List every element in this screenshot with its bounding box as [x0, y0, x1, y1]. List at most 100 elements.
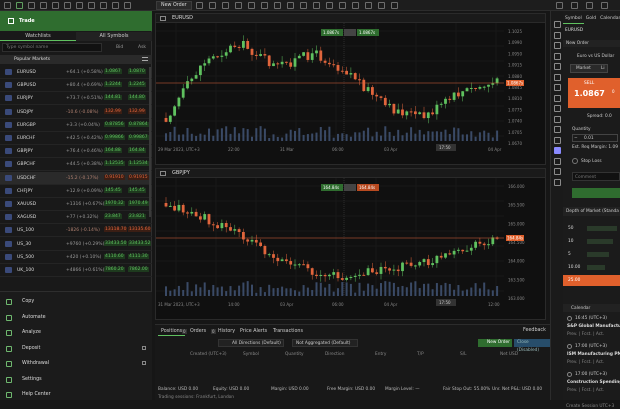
calendar-header[interactable]: Calendar	[563, 304, 620, 312]
brush-icon[interactable]	[554, 115, 561, 123]
bell-icon[interactable]	[52, 2, 59, 9]
bid-price[interactable]: 1.12535	[104, 161, 125, 167]
watchlist-row[interactable]: GBPCHF +44.5 (+0.38%) 1.12535 1.12534	[0, 158, 152, 172]
right-tab-symbol[interactable]: Symbol	[563, 14, 584, 24]
ask-price[interactable]: 144.80	[128, 95, 146, 101]
chart-window-icon[interactable]	[160, 16, 166, 21]
eye-icon[interactable]	[554, 168, 561, 175]
limit-tab[interactable]: Li	[601, 66, 605, 71]
candlestick-chart[interactable]: 166.000 165.500 165.000 164.500 164.000 163.5…	[156, 178, 545, 319]
event-title[interactable]: ISM Manufacturing PMI	[567, 352, 620, 357]
feedback-link[interactable]: Feedback	[523, 328, 546, 333]
right-tab-gold[interactable]: Gold	[585, 16, 597, 21]
channel-icon[interactable]	[554, 73, 561, 81]
watchlist-scrollbar[interactable]	[149, 67, 151, 217]
cursor-icon[interactable]	[196, 2, 203, 9]
watchlist-row[interactable]: CHFJPY +12.9 (+0.09%) 145.45 145.45	[0, 185, 152, 198]
place-order-button[interactable]	[572, 188, 620, 198]
buy-tag[interactable]	[357, 184, 379, 191]
direction-filter[interactable]: All Directions (Default)	[218, 339, 284, 347]
quantity-tag[interactable]	[344, 29, 356, 36]
bid-price[interactable]: 1970.32	[104, 201, 125, 206]
brush-icon[interactable]	[274, 2, 281, 9]
watchlist-row[interactable]: GBPJPY +76.4 (+0.46%) 164.88 164.84	[0, 145, 152, 159]
watchlist-row[interactable]: US_500 +420 (+0.10%) 4110.60 4111.30	[0, 251, 152, 264]
right-tab-calendar[interactable]: Calendar	[600, 16, 620, 21]
toggle-icon[interactable]	[572, 158, 578, 164]
ask-price[interactable]: 1.0870	[128, 69, 146, 74]
watchlist-row[interactable]: US_30 +9760 (+0.29%) 33433.50 33433.52	[0, 238, 152, 251]
ray-icon[interactable]	[554, 63, 561, 70]
menu-deposit[interactable]: Deposit	[0, 341, 152, 357]
ask-price[interactable]: 0.87864	[128, 121, 149, 127]
redo-icon[interactable]	[391, 2, 398, 9]
bid-price[interactable]: 1.2244	[104, 82, 122, 88]
sell-tag[interactable]	[321, 29, 343, 36]
layers-icon[interactable]	[365, 2, 372, 9]
magnet-icon[interactable]	[300, 2, 307, 9]
depth-header[interactable]: Depth of Market (Standa	[563, 207, 620, 216]
tab-transactions[interactable]: Transactions	[273, 329, 303, 334]
comment-input[interactable]: Comment	[572, 172, 620, 181]
ask-price[interactable]: 1.2245	[128, 82, 146, 88]
folder-icon[interactable]	[40, 2, 47, 9]
stop-loss-label[interactable]: Stop Loss	[581, 159, 602, 164]
zoom-icon[interactable]	[554, 136, 561, 144]
column-header[interactable]: Direction	[325, 352, 345, 357]
menu-settings[interactable]: Settings	[0, 372, 152, 388]
ask-price[interactable]: 1970.49	[128, 201, 149, 206]
menu-automate[interactable]: Automate	[0, 310, 152, 326]
menu-analyze[interactable]: Analyze	[0, 325, 152, 341]
undo-icon[interactable]	[378, 2, 385, 9]
grid-icon[interactable]	[28, 2, 35, 9]
watchlist-row[interactable]: EURCHF +42.5 (+0.42%) 0.99866 0.99867	[0, 132, 152, 145]
bid-price[interactable]: 0.91910	[104, 174, 125, 180]
ask-price[interactable]: 13135.60	[128, 227, 152, 233]
clock-icon[interactable]	[586, 2, 593, 9]
event-title[interactable]: Construction Spending	[567, 380, 620, 385]
column-header[interactable]: Symbol	[243, 352, 260, 357]
column-header[interactable]: Quantity	[285, 352, 304, 357]
tab-watchlists[interactable]: Watchlists	[0, 32, 76, 41]
ask-price[interactable]: 0.99867	[128, 135, 149, 140]
event-title[interactable]: S&P Global Manufacturing	[567, 324, 620, 329]
ask-price[interactable]: 0.91915	[128, 174, 149, 180]
text-icon[interactable]	[554, 94, 561, 102]
ask-price[interactable]: 23.821	[128, 214, 146, 220]
bid-price[interactable]: 132.99	[104, 108, 122, 114]
horizontal-line-icon[interactable]	[554, 52, 561, 60]
ask-price[interactable]: 4111.30	[128, 253, 149, 259]
tab-positions[interactable]: Positions	[158, 328, 186, 336]
bid-price[interactable]: 1.0867	[104, 69, 122, 74]
zoom-icon[interactable]	[287, 2, 294, 9]
order-type-switch[interactable]: Market Li	[570, 64, 608, 73]
gear-icon[interactable]	[100, 2, 107, 9]
chart-symbol[interactable]: EURUSD	[172, 15, 193, 21]
line-icon[interactable]	[222, 2, 229, 9]
minus-icon[interactable]: −	[574, 136, 578, 141]
window-icon[interactable]	[571, 2, 578, 9]
column-header[interactable]: T/P	[417, 352, 424, 357]
watchlist-row[interactable]: XAUUSD +1316 (+0.67%) 1970.32 1970.49	[0, 198, 152, 211]
quantity-tag[interactable]	[344, 184, 356, 191]
chart-icon[interactable]	[16, 2, 23, 9]
watchlist-row[interactable]: USDCHF -15.2 (-0.17%) 0.91910 0.91915	[0, 171, 152, 185]
measure-icon[interactable]	[554, 126, 561, 133]
bid-price[interactable]: 33433.50	[104, 240, 128, 246]
watchlist-row[interactable]: EURGBP +3.3 (+0.04%) 0.87856 0.87864	[0, 119, 152, 132]
trend-line-icon[interactable]	[554, 42, 561, 49]
bid-price[interactable]: 145.45	[104, 187, 122, 193]
tab-orders[interactable]: Orders	[190, 329, 207, 334]
menu-withdrawal[interactable]: Withdrawal	[0, 356, 152, 372]
symbol-name[interactable]: EURUSD	[565, 28, 584, 33]
settings-icon[interactable]	[601, 2, 608, 9]
layout-icon[interactable]	[76, 2, 83, 9]
candlestick-chart[interactable]: 1.10251.09901.09501.09151.08801.08451.08…	[156, 23, 545, 164]
new-order-button[interactable]: New Order	[478, 339, 512, 347]
list-icon[interactable]	[556, 2, 563, 9]
ask-price[interactable]: 1.12534	[128, 161, 149, 167]
mail-icon[interactable]	[64, 2, 71, 9]
cursor-icon[interactable]	[554, 21, 561, 28]
watchlist-row[interactable]: XAGUSD +77 (+0.32%) 23.847 23.821	[0, 211, 152, 225]
popular-markets-header[interactable]: Popular Markets	[0, 55, 152, 64]
